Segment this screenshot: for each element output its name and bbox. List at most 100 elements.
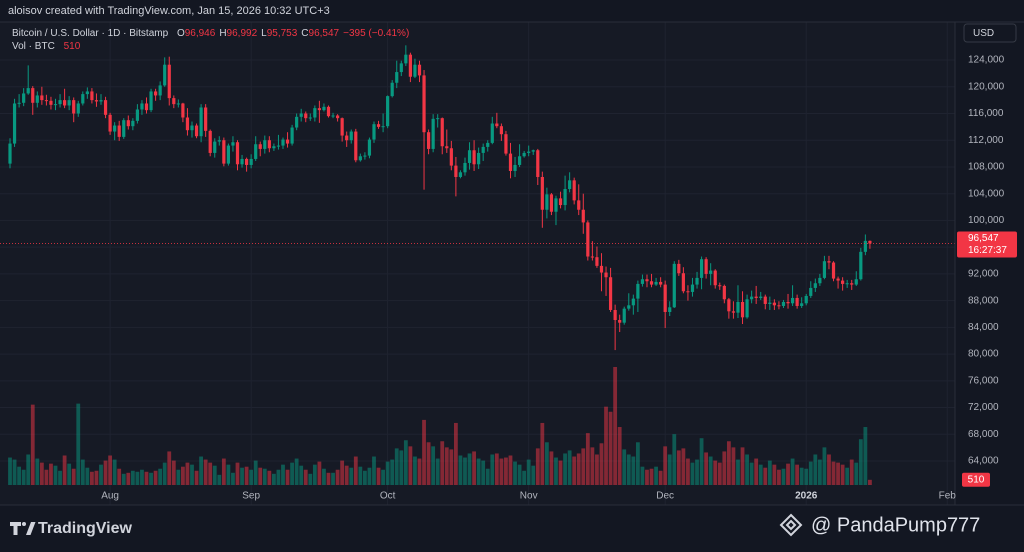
volume-bar — [581, 448, 586, 485]
legend: Bitcoin / U.S. Dollar · 1D · Bitstamp O9… — [12, 28, 409, 39]
candle-body — [718, 285, 722, 287]
y-tick-label: 92,000 — [968, 269, 999, 280]
candle-body — [645, 279, 649, 282]
candle-body — [745, 299, 749, 318]
candle-body — [859, 251, 863, 280]
candle-body — [31, 88, 35, 103]
volume-bar — [317, 461, 322, 485]
volume-bar — [613, 367, 618, 485]
volume-bar — [149, 472, 153, 485]
candle-body — [199, 107, 203, 137]
candle-body — [349, 131, 353, 141]
candle-body — [454, 165, 458, 177]
volume-bar — [21, 469, 26, 485]
candle-body — [22, 93, 26, 103]
candle-body — [740, 301, 745, 318]
volume-bar — [572, 456, 577, 485]
volume-bar — [112, 459, 117, 485]
volume-bar — [849, 459, 854, 485]
candle-body — [845, 283, 849, 285]
volume-bar — [777, 469, 781, 485]
volume-bar — [453, 422, 458, 485]
candle-body — [495, 123, 499, 127]
candle-body — [613, 309, 617, 321]
volume-bar — [290, 462, 294, 485]
y-tick-label: 100,000 — [968, 215, 1005, 226]
candle-body — [222, 140, 226, 164]
y-tick-label: 112,000 — [968, 135, 1004, 146]
volume-bar — [44, 469, 49, 485]
candle-body — [763, 296, 767, 304]
volume-bar — [476, 458, 481, 485]
x-tick-label: Dec — [656, 491, 674, 502]
volume-bar — [540, 422, 545, 485]
volume-bar — [827, 454, 831, 485]
volume-bar — [176, 469, 181, 485]
volume-bar — [635, 442, 640, 485]
candle-body — [103, 100, 108, 115]
candle-body — [449, 148, 453, 166]
volume-tag-label: 510 — [968, 474, 985, 485]
y-tick-label: 80,000 — [968, 349, 999, 360]
candle-body — [581, 209, 585, 223]
candle-body — [126, 120, 130, 127]
candle-body — [486, 142, 490, 147]
volume-bar — [140, 469, 144, 485]
candle-body — [549, 194, 554, 212]
volume-bar — [526, 459, 531, 485]
volume-bar — [740, 447, 745, 485]
candle-body — [822, 261, 827, 278]
volume-bar — [481, 460, 486, 485]
candle-body — [777, 305, 781, 307]
volume-bar — [808, 461, 813, 485]
candle-body — [76, 103, 80, 114]
volume-bar — [654, 466, 658, 485]
candle-body — [340, 118, 344, 136]
candle-body — [295, 116, 299, 128]
candle-body — [681, 273, 685, 292]
candle-body — [417, 64, 422, 76]
volume-bar — [645, 469, 649, 485]
candle-body — [208, 130, 212, 153]
candle-body — [704, 259, 708, 274]
candle-body — [49, 100, 53, 105]
volume-bar — [121, 473, 126, 485]
volume-bar — [845, 467, 850, 485]
candle-body — [768, 302, 772, 304]
last-price-label: 96,547 — [968, 233, 999, 244]
candle-body — [586, 222, 590, 257]
volume-bar — [467, 453, 472, 485]
volume-bar — [331, 472, 335, 485]
candle-body — [649, 281, 654, 285]
volume-bar — [258, 467, 263, 485]
currency-box[interactable] — [963, 23, 1017, 43]
y-tick-label: 64,000 — [968, 456, 999, 467]
volume-title: Vol · BTC — [12, 41, 55, 52]
candle-body — [163, 64, 167, 86]
volume-bar — [376, 467, 381, 485]
candle-body — [99, 100, 103, 102]
candle-body — [122, 120, 126, 137]
candle-body — [608, 277, 613, 310]
candle-body — [367, 139, 372, 156]
candle-body — [699, 259, 704, 278]
candle-body — [540, 176, 544, 210]
candle-body — [477, 152, 481, 165]
candle-body — [759, 296, 763, 298]
candle-body — [281, 139, 285, 146]
currency[interactable]: USD — [973, 28, 994, 39]
volume-bar — [535, 448, 540, 485]
candle-body — [8, 143, 12, 164]
volume-bar — [226, 464, 231, 485]
candle-body — [94, 100, 99, 102]
candle-body — [290, 127, 294, 144]
volume-bar — [80, 459, 85, 485]
ohlc-key: H — [219, 28, 226, 39]
candle-body — [800, 303, 804, 306]
candle-body — [167, 64, 171, 99]
candle-body — [663, 284, 667, 312]
candle-body — [267, 140, 271, 149]
candle-body — [722, 285, 726, 300]
candle-body — [772, 302, 776, 306]
candle-body — [568, 180, 572, 190]
